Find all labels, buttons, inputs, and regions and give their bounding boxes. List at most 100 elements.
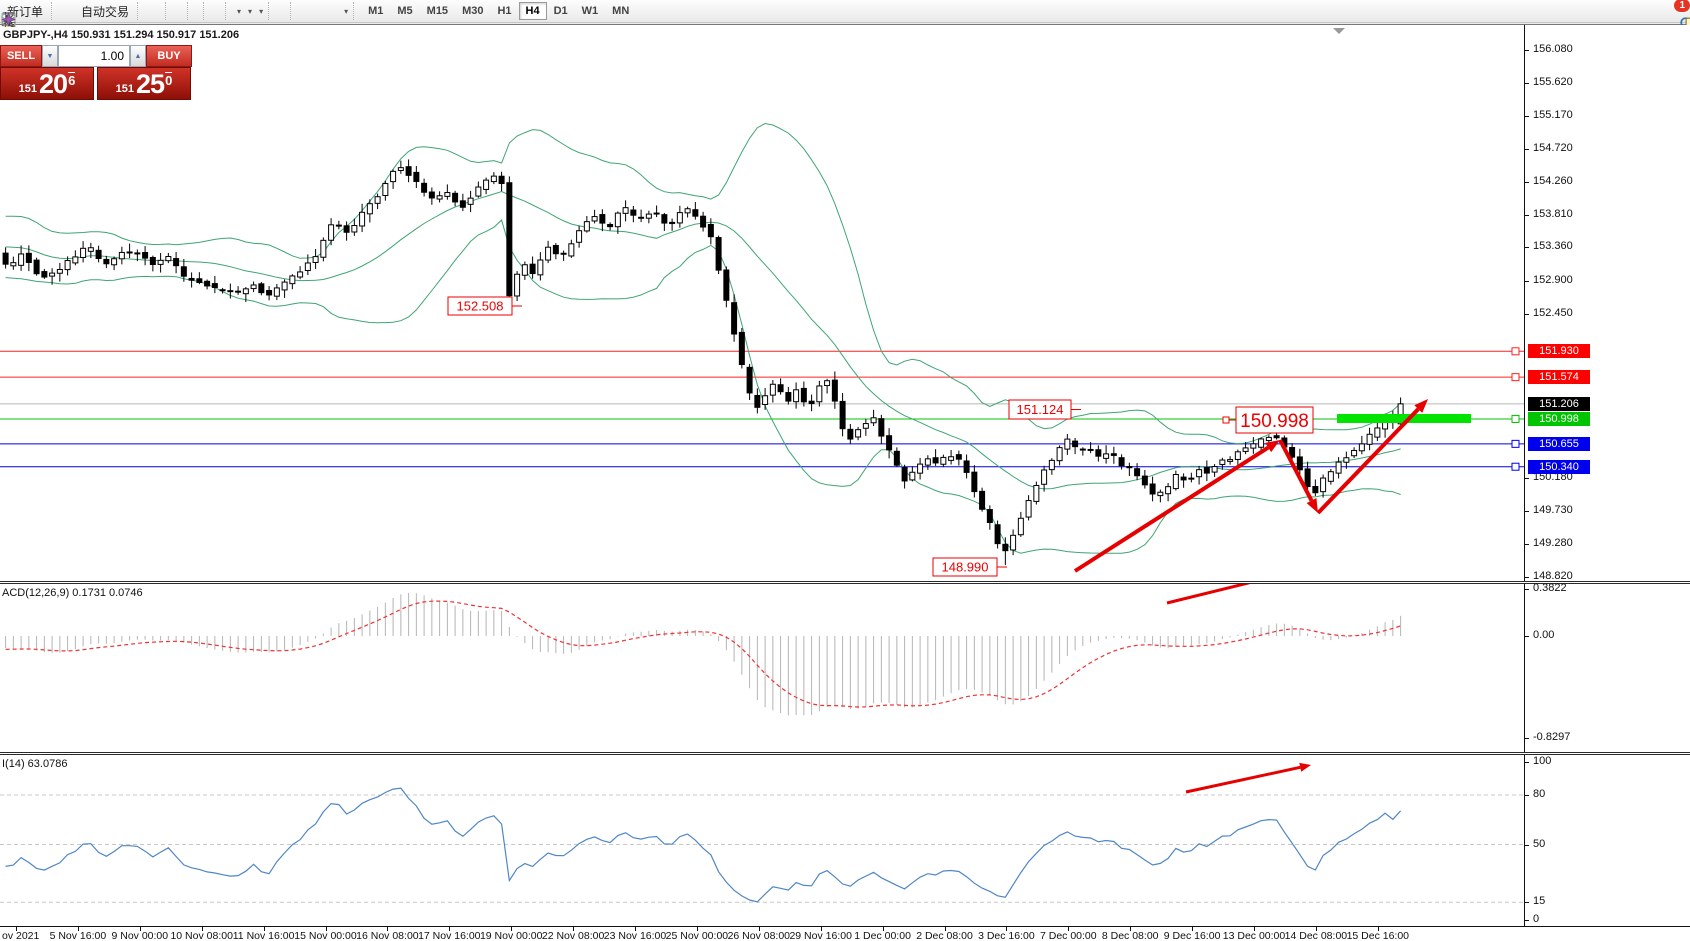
buy-button[interactable]: BUY bbox=[146, 45, 192, 67]
tile-windows-button[interactable] bbox=[2, 0, 201, 27]
macd-histogram-layer bbox=[5, 592, 1402, 716]
buy-price-prefix: 151 bbox=[115, 83, 135, 95]
dropdown-arrow-icon[interactable]: ▾ bbox=[344, 6, 349, 16]
axis-tick bbox=[1525, 280, 1529, 282]
axis-label: 153.810 bbox=[1533, 207, 1573, 220]
rsi-canvas[interactable] bbox=[0, 755, 1524, 926]
time-axis-label: 13 Dec 00:00 bbox=[1222, 930, 1286, 941]
buy-price-sup: 0 bbox=[165, 72, 173, 99]
time-axis-tick bbox=[758, 927, 760, 931]
timeframe-button-w1[interactable]: W1 bbox=[581, 5, 599, 17]
time-axis-label: 8 Dec 08:00 bbox=[1101, 930, 1159, 941]
macd-indicator-label: ACD(12,26,9) 0.1731 0.0746 bbox=[2, 587, 143, 599]
timeframe-button-m30[interactable]: M30 bbox=[462, 5, 484, 17]
macd-trend-arrow bbox=[1166, 584, 1251, 605]
time-axis-label: 26 Nov 08:00 bbox=[727, 930, 791, 941]
toolbar-separator bbox=[353, 2, 358, 20]
time-axis-label: 2 Dec 08:00 bbox=[916, 930, 973, 941]
auto-scroll-button[interactable] bbox=[1, 0, 223, 26]
templates-button[interactable]: ▾ bbox=[1, 0, 266, 26]
svg-text:E: E bbox=[11, 22, 16, 28]
time-axis-tick bbox=[139, 927, 141, 931]
axis-tick bbox=[1525, 588, 1529, 590]
price-chart-canvas[interactable]: 152.508 151.124 150.998 148.990 bbox=[0, 27, 1524, 581]
time-axis-label: 15 Dec 16:00 bbox=[1346, 930, 1410, 941]
timeframe-button-m5[interactable]: M5 bbox=[397, 5, 413, 17]
sell-price-display[interactable]: 151 20 6 bbox=[0, 67, 94, 100]
line-chart-button[interactable] bbox=[1, 0, 163, 24]
svg-text:151.124: 151.124 bbox=[1017, 402, 1064, 417]
timeframe-button-m15[interactable]: M15 bbox=[426, 5, 449, 17]
toolbar-separator bbox=[165, 2, 170, 20]
time-axis-tick bbox=[16, 927, 17, 931]
rsi-line bbox=[5, 787, 1402, 903]
pane-separator-macd[interactable] bbox=[0, 581, 1690, 584]
axis-tick bbox=[1525, 50, 1529, 51]
volume-increase-button[interactable]: ▲ bbox=[130, 45, 146, 67]
axis-label: 154.260 bbox=[1533, 175, 1573, 188]
time-axis-tick bbox=[263, 927, 265, 931]
time-axis-tick bbox=[387, 927, 389, 931]
sell-button[interactable]: SELL bbox=[0, 45, 42, 67]
arrows-tool[interactable]: ▾ bbox=[1, 0, 351, 27]
notification-badge: 1 bbox=[1673, 0, 1690, 13]
time-axis-label: ov 2021 bbox=[2, 930, 40, 941]
axis-tick bbox=[1525, 844, 1529, 846]
axis-tick bbox=[1525, 902, 1529, 904]
axis-label: 0.00 bbox=[1533, 629, 1555, 641]
axis-label: 50 bbox=[1533, 837, 1546, 850]
axis-tick bbox=[1525, 478, 1529, 480]
price-axis[interactable] bbox=[1524, 25, 1690, 926]
time-axis-label: 1 Dec 00:00 bbox=[854, 930, 911, 941]
axis-label: 152.900 bbox=[1533, 273, 1573, 286]
time-axis-label: 29 Nov 16:00 bbox=[789, 930, 852, 941]
axis-tick bbox=[1525, 83, 1529, 85]
time-axis-tick bbox=[696, 927, 698, 931]
volume-decrease-button[interactable]: ▼ bbox=[42, 45, 58, 67]
time-axis-label: 11 Nov 16:00 bbox=[232, 930, 295, 941]
timeframe-button-mn[interactable]: MN bbox=[612, 5, 630, 17]
periods-button[interactable]: ▾ bbox=[2, 0, 255, 26]
axis-label: 153.360 bbox=[1533, 240, 1573, 253]
time-axis-label: 7 Dec 00:00 bbox=[1039, 930, 1097, 941]
chart-window[interactable]: GBPJPY-,H4 150.931 151.294 150.917 151.2… bbox=[0, 24, 1690, 941]
timeframe-button-m1[interactable]: M1 bbox=[368, 5, 384, 17]
dropdown-arrow-icon[interactable]: ▾ bbox=[259, 6, 264, 16]
crosshair-tool-button[interactable] bbox=[2, 0, 288, 26]
svg-text:148.990: 148.990 bbox=[942, 560, 989, 575]
toolbar-separator bbox=[137, 2, 142, 20]
axis-tick bbox=[1525, 577, 1529, 579]
time-axis-tick bbox=[325, 927, 327, 931]
autotrade-button[interactable]: 自动交易 bbox=[2, 0, 135, 27]
timeframe-button-h4[interactable]: H4 bbox=[518, 2, 547, 20]
timeframe-button-d1[interactable]: D1 bbox=[553, 5, 568, 17]
time-axis-tick bbox=[820, 927, 822, 931]
macd-canvas[interactable] bbox=[0, 584, 1524, 752]
axis-label: 149.730 bbox=[1533, 504, 1573, 516]
new-order-button-label: 新订单 bbox=[7, 4, 44, 19]
volume-input[interactable]: 1.00 bbox=[58, 45, 130, 67]
rsi-trend-arrow bbox=[1185, 762, 1311, 794]
axis-tick bbox=[1525, 543, 1529, 545]
bollinger-bands-layer bbox=[5, 122, 1401, 554]
timeframe-button-h1[interactable]: H1 bbox=[497, 5, 512, 17]
axis-label: 0 bbox=[1533, 913, 1540, 925]
chart-title: GBPJPY-,H4 150.931 151.294 150.917 151.2… bbox=[3, 29, 240, 41]
toolbar-separator bbox=[225, 2, 230, 20]
zoom-out-button[interactable] bbox=[2, 0, 185, 27]
new-chart-button[interactable]: ▾ bbox=[1, 0, 244, 27]
dropdown-arrow-icon[interactable]: ▾ bbox=[248, 6, 253, 16]
toolbar-separator bbox=[51, 2, 56, 20]
pane-separator-rsi[interactable] bbox=[0, 752, 1690, 755]
buy-price-display[interactable]: 151 25 0 bbox=[97, 67, 191, 100]
time-axis[interactable]: ov 2021 5 Nov 16:00 9 Nov 00:00 10 Nov 08:0… bbox=[0, 926, 1690, 941]
time-axis-label: 9 Dec 16:00 bbox=[1163, 930, 1221, 941]
axis-label: 0.3822 bbox=[1533, 581, 1567, 594]
time-axis-tick bbox=[511, 927, 513, 931]
dropdown-arrow-icon[interactable]: ▾ bbox=[237, 6, 242, 16]
axis-tick bbox=[1525, 214, 1529, 216]
time-axis-tick bbox=[944, 927, 946, 931]
axis-label: 148.820 bbox=[1533, 570, 1573, 583]
